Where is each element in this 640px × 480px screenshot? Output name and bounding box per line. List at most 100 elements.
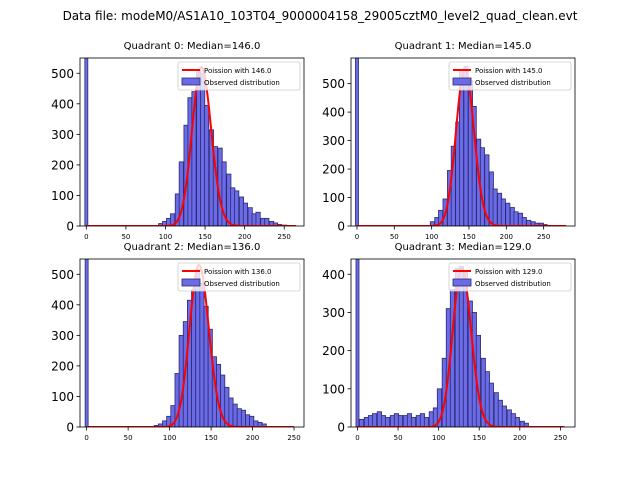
histogram-bar [261,423,267,427]
histogram-bar [493,392,499,427]
quadrant-1-chart: Quadrant 1: Median=145.0 0 50 100 150 200 250 0… [322,41,576,241]
histogram-bar [249,415,255,427]
quadrant-2-title: Quadrant 2: Median=136.0 [124,242,261,253]
x-tick-label: 250 [278,233,291,241]
histogram-bar [236,408,242,427]
legend-label-observed: Observed distribution [204,280,280,288]
x-tick-label: 250 [554,434,567,442]
zero-bin-bar [84,259,89,427]
x-tick-label: 150 [204,434,217,442]
x-tick-label: 100 [425,233,438,241]
legend-label-observed: Observed distribution [475,79,551,87]
y-tick-label: 300 [322,134,345,148]
histogram-bar [195,269,201,427]
histogram-bar [380,415,387,427]
histogram-bar [410,417,417,427]
histogram-bar [397,415,404,427]
y-tick-label: 0 [337,220,345,234]
x-tick-label: 50 [121,233,130,241]
legend-label-poisson: Poission with 129.0 [475,268,543,276]
x-tick-label: 150 [462,233,475,241]
histogram-bar [500,198,506,226]
y-tick-label: 200 [51,158,74,172]
y-tick-label: 200 [322,163,345,177]
x-tick-label: 0 [355,434,359,442]
histogram-bar [255,211,261,226]
legend-label-poisson: Poission with 136.0 [204,268,272,276]
histogram-bar [264,217,270,226]
histogram-bar [419,413,425,427]
histogram-bar [204,104,210,226]
x-tick-label: 250 [537,233,550,241]
histogram-bar [389,415,395,427]
x-tick-label: 0 [355,233,359,241]
histogram-bar [423,417,430,427]
figure-suptitle: Data file: modeM0/AS1A10_103T04_90000041… [63,9,578,23]
x-tick-label: 100 [159,233,172,241]
histogram-bar [234,190,240,226]
quadrant-panels: Quadrant 0: Median=146.0 0 50 100 150 200 250 0… [51,41,576,442]
histogram-bar [523,422,529,427]
y-tick-label: 400 [322,106,345,120]
y-tick-label: 0 [66,220,74,234]
y-tick-label: 100 [322,191,345,205]
histogram-bar [240,409,246,427]
y-tick-label: 200 [51,359,74,373]
quadrant-2-chart: Quadrant 2: Median=136.0 0 50 100 150 200 250 0… [51,242,305,442]
poisson-curve [86,264,295,427]
histogram-bar [371,413,378,427]
histogram-bar [376,411,382,427]
y-tick-label: 500 [51,67,74,81]
plot-area [84,58,297,226]
zero-bin-bar [355,58,359,226]
y-tick-label: 300 [51,329,74,343]
y-tick-label: 100 [51,189,74,203]
legend-bar-swatch [181,278,201,287]
legend: Poission with 146.0 Observed distribution [177,61,301,91]
y-tick-label: 200 [322,344,345,358]
x-tick-label: 150 [473,434,486,442]
x-tick-label: 200 [500,233,513,241]
quadrant-1-title: Quadrant 1: Median=145.0 [395,41,532,52]
x-tick-label: 200 [246,434,259,442]
y-tick-label: 500 [51,268,74,282]
x-tick-label: 50 [124,434,133,442]
x-tick-label: 50 [390,233,399,241]
histogram-bar [393,413,400,427]
x-tick-label: 0 [84,434,88,442]
histogram-bar [242,202,248,226]
histogram-bar [232,403,238,427]
histogram-bar [384,417,391,427]
legend-label-poisson: Poission with 145.0 [475,67,543,75]
histogram-bar [415,415,421,427]
legend-box [177,262,301,292]
axes-frame [350,258,576,428]
histogram-bar [521,217,527,226]
histogram-bar [514,417,520,427]
y-tick-label: 0 [337,421,345,435]
plot-area [355,58,567,226]
histogram-bar [428,411,434,427]
quadrant-3-title: Quadrant 3: Median=129.0 [395,242,532,253]
histogram-bar [463,66,469,226]
zero-bin-bar [355,259,360,427]
x-tick-label: 100 [432,434,445,442]
legend-bar-swatch [181,77,201,86]
y-tick-label: 300 [322,306,345,320]
histogram-bar [358,418,365,427]
histogram-bar [506,409,512,427]
legend: Poission with 136.0 Observed distribution [177,262,301,292]
y-tick-label: 300 [51,128,74,142]
y-tick-label: 500 [322,77,345,91]
x-tick-label: 50 [394,434,403,442]
legend-box [177,61,301,91]
y-tick-label: 100 [51,390,74,404]
axes-frame [350,57,576,227]
histogram-bar [245,414,251,427]
histogram-bar [406,413,412,427]
x-tick-label: 0 [84,233,88,241]
histogram-bar [367,415,374,427]
histogram-bar [492,188,498,226]
legend-label-observed: Observed distribution [204,79,280,87]
